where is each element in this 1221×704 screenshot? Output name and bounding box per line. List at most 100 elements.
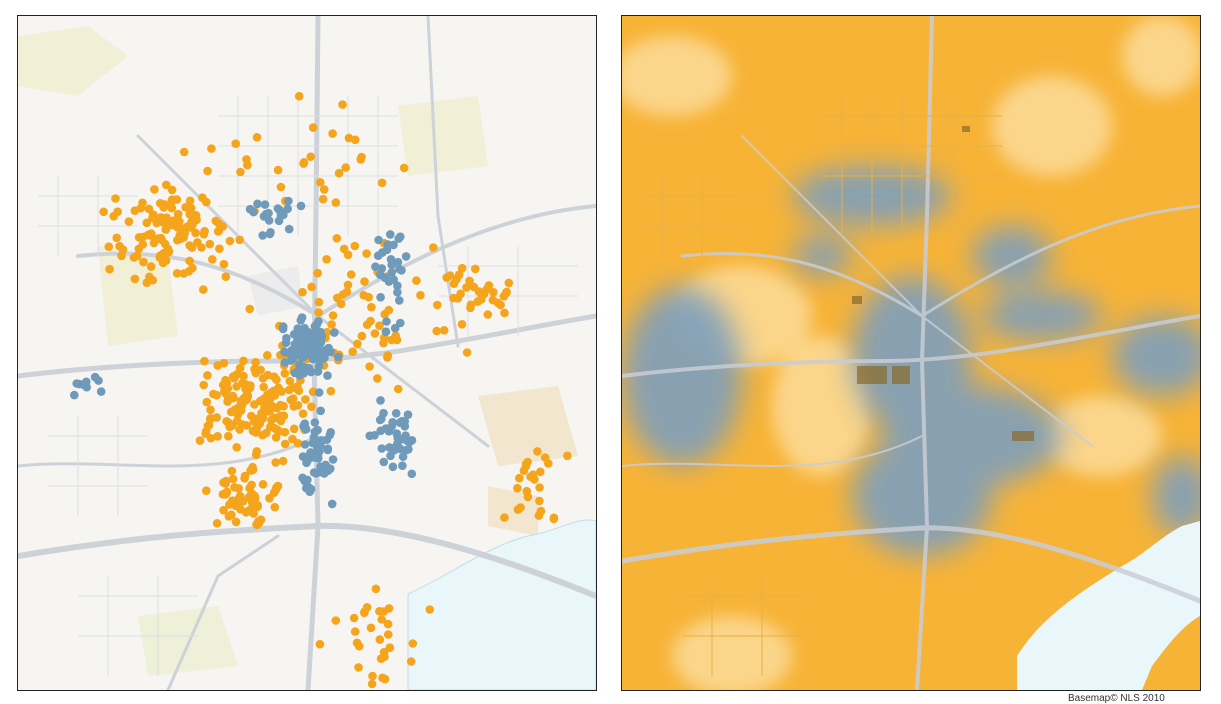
blue-point	[310, 418, 320, 427]
basemap-credit: Basemap© NLS 2010	[1068, 693, 1165, 704]
orange-point	[496, 300, 505, 310]
density-surface-map[interactable]	[621, 15, 1201, 691]
orange-point	[416, 290, 425, 300]
orange-point	[273, 165, 283, 175]
orange-point	[99, 207, 108, 217]
orange-point	[526, 472, 535, 482]
orange-point	[515, 473, 524, 483]
orange-point	[367, 302, 376, 312]
orange-point	[533, 447, 542, 456]
blue-point	[303, 475, 312, 485]
blue-point	[386, 443, 396, 453]
orange-point	[280, 439, 290, 449]
orange-point	[247, 498, 257, 507]
blue-point	[316, 329, 325, 339]
orange-point	[354, 641, 364, 651]
orange-point	[272, 403, 282, 413]
blue-point	[299, 352, 309, 362]
orange-point	[383, 619, 393, 629]
orange-point	[370, 329, 380, 338]
blue-point	[266, 228, 275, 237]
orange-point	[489, 287, 498, 297]
orange-point	[167, 185, 177, 195]
orange-point	[299, 159, 308, 168]
blue-point	[253, 199, 262, 209]
point-distribution-map[interactable]	[17, 15, 597, 691]
orange-point	[373, 374, 382, 383]
orange-point	[160, 239, 170, 249]
orange-point	[218, 222, 227, 231]
orange-point	[205, 239, 215, 249]
blue-point	[388, 462, 398, 472]
orange-point	[142, 218, 152, 228]
blue-point	[386, 451, 395, 461]
orange-point	[104, 242, 114, 251]
orange-point	[172, 269, 182, 278]
orange-point	[245, 383, 255, 393]
blue-point	[382, 317, 391, 326]
orange-point	[365, 362, 374, 371]
orange-point	[482, 285, 491, 294]
blue-point	[327, 499, 337, 509]
orange-point	[513, 505, 523, 514]
blue-point	[376, 270, 385, 280]
orange-point	[258, 480, 268, 489]
orange-point	[322, 255, 331, 264]
orange-point	[207, 144, 216, 153]
orange-point	[332, 234, 342, 243]
orange-point	[343, 280, 353, 290]
orange-point	[384, 630, 393, 639]
orange-point	[130, 274, 140, 284]
blue-point	[258, 231, 267, 240]
orange-point	[288, 434, 297, 444]
orange-point	[439, 326, 449, 335]
orange-point	[250, 364, 259, 374]
blue-point	[379, 457, 389, 467]
orange-point	[379, 338, 388, 348]
orange-point	[138, 240, 148, 249]
orange-point	[308, 123, 318, 132]
orange-point	[316, 178, 325, 187]
blue-point	[386, 230, 395, 239]
orange-point	[212, 390, 221, 400]
orange-point	[285, 376, 295, 386]
orange-point	[195, 436, 205, 445]
blue-point	[282, 333, 291, 343]
orange-point	[429, 243, 438, 252]
orange-point	[473, 297, 483, 306]
orange-point	[500, 308, 509, 318]
orange-point	[275, 413, 285, 423]
density-map-svg	[622, 16, 1200, 690]
blue-point	[387, 422, 397, 431]
orange-point	[224, 431, 233, 441]
orange-point	[276, 182, 286, 192]
blue-point	[397, 266, 406, 275]
orange-point	[185, 196, 195, 206]
blue-point	[288, 354, 298, 364]
orange-point	[226, 407, 236, 417]
orange-point	[342, 287, 352, 297]
orange-point	[488, 295, 498, 305]
buildings	[852, 126, 1034, 441]
orange-point	[522, 486, 532, 496]
orange-point	[236, 505, 245, 514]
orange-point	[239, 356, 248, 366]
blue-point	[314, 388, 324, 397]
orange-point	[248, 426, 258, 436]
orange-point	[362, 249, 371, 258]
orange-point	[203, 371, 212, 380]
blue-point	[407, 469, 417, 479]
orange-point	[353, 339, 362, 349]
blue-point	[290, 340, 300, 349]
orange-point	[270, 391, 280, 400]
orange-point	[462, 348, 472, 357]
orange-point	[242, 393, 251, 402]
orange-point	[535, 483, 544, 492]
orange-point	[139, 257, 148, 267]
blue-point	[96, 387, 106, 396]
orange-point	[502, 288, 511, 298]
orange-point	[456, 289, 465, 299]
orange-point	[294, 91, 304, 101]
orange-point	[377, 178, 387, 188]
blue-point	[296, 201, 306, 211]
